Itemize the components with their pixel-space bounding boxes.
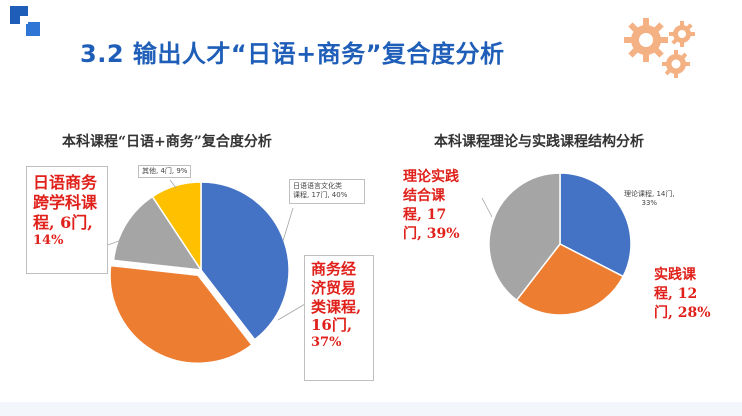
leader-combined <box>481 197 493 218</box>
chart1-slice-1 <box>109 264 253 364</box>
chart1-slice-2 <box>112 195 203 271</box>
label-business: 商务经 济贸易 类课程, 16门, 37% <box>304 255 374 381</box>
chart2-title: 本科课程理论与实践课程结构分析 <box>434 134 644 150</box>
label-theory: 理论课程, 14门, 33% <box>624 190 675 208</box>
label-crossdisc: 日语商务 跨学科课 程, 6门, 14% <box>26 166 108 274</box>
bottom-bar <box>0 402 742 416</box>
chart2-slice-2 <box>488 172 561 302</box>
leader-other <box>169 179 177 189</box>
leader-language <box>282 207 294 242</box>
label-combined: 理论实践 结合课 程, 17 门, 39% <box>403 169 460 242</box>
leader-business <box>277 303 306 321</box>
leader-crossdisc <box>107 235 133 246</box>
label-language: 日语语言文化类 课程, 17门, 40% <box>289 179 365 204</box>
chart2-slice-1 <box>515 243 625 316</box>
chart2-slice-0 <box>559 172 632 278</box>
label-other: 其他, 4门, 9% <box>138 165 192 179</box>
gears-icon <box>624 18 695 78</box>
chart1-title: 本科课程“日语+商务”复合度分析 <box>62 134 272 150</box>
chart1-slice-3 <box>151 181 202 273</box>
slide-title: 3.2 输出人才“日语+商务”复合度分析 <box>80 40 505 68</box>
chart1-slice-0 <box>200 181 290 341</box>
label-practice: 实践课 程, 12 门, 28% <box>654 267 711 321</box>
